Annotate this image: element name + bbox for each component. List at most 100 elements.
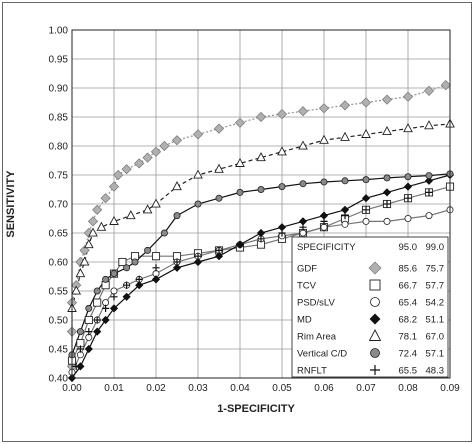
x-tick-label: 0.02 [146, 383, 166, 394]
data-point-rim-area [193, 169, 203, 179]
data-point-rim-area [403, 123, 413, 133]
data-point-vertical-c-d [404, 173, 412, 181]
data-point-gdf [113, 169, 124, 181]
data-point-rim-area [256, 152, 266, 162]
data-point-rnflt [102, 304, 110, 312]
data-point-vertical-c-d [383, 174, 391, 182]
data-point-md [84, 344, 93, 354]
legend-value-99-vertical-c-d: 57.1 [426, 349, 445, 360]
data-point-vertical-c-d [194, 200, 202, 208]
data-point-rim-area [75, 268, 86, 278]
data-point-psd-slv [76, 351, 84, 359]
data-point-md [76, 362, 85, 371]
data-point-gdf [440, 80, 451, 91]
data-point-rnflt [85, 328, 93, 336]
data-point-gdf [108, 181, 120, 192]
legend-label-tcv: TCV [297, 281, 317, 292]
data-point-rnflt [72, 362, 80, 370]
y-tick-label: 0.70 [49, 200, 69, 211]
data-point-rim-area [340, 131, 350, 141]
legend-marker-rnflt [370, 365, 380, 375]
x-tick-label: 0.08 [398, 383, 418, 394]
legend-value-95-rnflt: 65.5 [399, 366, 418, 377]
y-tick-label: 1.00 [49, 26, 69, 37]
y-tick-label: 0.95 [49, 55, 69, 66]
data-point-psd-slv [362, 217, 370, 225]
legend-label-md: MD [297, 315, 312, 326]
x-tick-label: 0.06 [314, 383, 334, 394]
data-point-rim-area [79, 256, 90, 266]
data-point-rnflt [152, 264, 160, 272]
data-point-vertical-c-d [102, 275, 110, 283]
x-tick-label: 0.05 [272, 383, 292, 394]
data-point-psd-slv [85, 333, 93, 341]
legend-value-99-md: 51.1 [426, 315, 445, 326]
data-point-vertical-c-d [362, 176, 370, 184]
y-tick-label: 0.60 [49, 258, 69, 269]
data-point-rnflt [173, 258, 181, 266]
data-point-rnflt [123, 281, 131, 289]
data-point-gdf [150, 146, 162, 157]
data-point-vertical-c-d [110, 270, 118, 278]
x-tick-label: 0.07 [356, 383, 376, 394]
data-point-rnflt [110, 293, 118, 301]
data-point-rim-area [88, 227, 98, 237]
data-point-vertical-c-d [131, 258, 139, 266]
data-point-tcv [93, 298, 102, 307]
data-point-md [382, 188, 392, 197]
data-point-rnflt [93, 316, 101, 324]
y-tick-label: 0.45 [49, 345, 69, 356]
data-point-vertical-c-d [85, 304, 93, 312]
data-point-md [193, 257, 203, 267]
legend-value-95-rim-area: 78.1 [399, 332, 418, 343]
data-point-rnflt [320, 217, 328, 225]
legend-value-95-md: 68.2 [399, 315, 418, 326]
legend-value-99-gdf: 75.7 [426, 264, 445, 275]
data-point-vertical-c-d [257, 185, 265, 193]
data-point-gdf [142, 152, 153, 163]
legend-value-99-tcv: 57.7 [426, 281, 445, 292]
legend-marker-tcv [369, 279, 381, 291]
data-point-vertical-c-d [76, 328, 84, 336]
y-tick-label: 0.50 [49, 316, 69, 327]
data-point-rnflt [383, 200, 391, 208]
data-point-tcv [151, 252, 161, 261]
data-point-vertical-c-d [425, 172, 433, 180]
data-point-rim-area [96, 221, 107, 231]
data-point-rnflt [425, 188, 433, 196]
data-point-rim-area [109, 215, 119, 225]
y-tick-label: 0.75 [49, 171, 69, 182]
data-point-md [424, 176, 434, 185]
data-point-rnflt [76, 345, 84, 353]
data-point-rnflt [135, 275, 143, 283]
legend-label-rnflt: RNFLT [297, 366, 327, 377]
y-tick-label: 0.80 [49, 142, 69, 153]
data-point-md [109, 304, 119, 313]
data-point-tcv [118, 257, 127, 267]
data-point-vertical-c-d [160, 229, 168, 237]
data-point-rim-area [424, 120, 434, 130]
series-markers [66, 80, 455, 383]
data-point-vertical-c-d [144, 246, 152, 254]
data-point-rim-area [235, 157, 245, 167]
data-point-rim-area [142, 204, 153, 214]
legend-box [291, 236, 449, 378]
data-point-gdf [171, 135, 183, 146]
data-point-vertical-c-d [341, 177, 349, 185]
y-tick-labels: 0.40 0.45 0.50 0.55 0.60 0.65 0.70 0.75 0.80 0.85… [49, 26, 69, 385]
legend-marker-psd-slv [370, 297, 380, 307]
data-point-gdf [87, 216, 99, 227]
legend-value-95-vertical-c-d: 72.4 [399, 349, 418, 360]
y-tick-label: 0.65 [49, 229, 69, 240]
plot-border [71, 29, 451, 379]
x-tick-label: 0.01 [104, 383, 124, 394]
legend-marker-rim-area [368, 329, 382, 341]
data-point-gdf [159, 140, 170, 152]
x-tick-labels: 0.00 0.01 0.02 0.03 0.04 0.05 0.06 0.07 0.08 0.09 [62, 383, 460, 394]
x-axis-title: 1-SPECIFICITY [217, 403, 295, 415]
legend-label-rim-area: Rim Area [297, 332, 337, 343]
data-point-gdf [121, 164, 132, 175]
legend: SPECIFICITY 95.0 99.0 GDF 85.6 75.7 TCV 66.7… [291, 236, 449, 378]
legend-header-col1: 95.0 [399, 242, 418, 253]
data-point-vertical-c-d [299, 180, 307, 188]
